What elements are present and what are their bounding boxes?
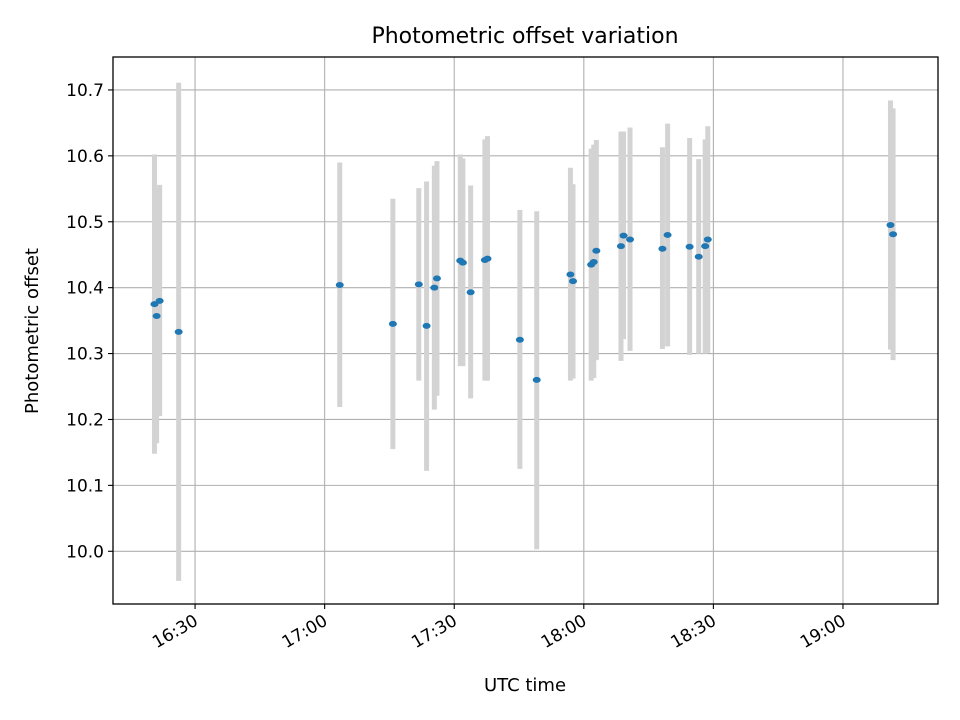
data-point bbox=[616, 243, 625, 250]
data-point bbox=[466, 289, 475, 296]
plot-frame bbox=[112, 56, 939, 605]
data-point bbox=[619, 232, 628, 239]
x-tick-label: 17:00 bbox=[279, 611, 331, 653]
data-point bbox=[694, 253, 703, 260]
y-tick-label: 10.1 bbox=[66, 476, 104, 496]
y-tick-label: 10.0 bbox=[66, 542, 104, 562]
data-point bbox=[388, 320, 397, 327]
y-tick-label: 10.4 bbox=[66, 279, 104, 299]
data-point bbox=[422, 322, 431, 329]
data-point bbox=[703, 236, 712, 243]
data-point bbox=[515, 336, 524, 343]
data-point bbox=[174, 328, 183, 335]
y-axis-label: Photometric offset bbox=[22, 248, 43, 414]
data-point bbox=[701, 243, 710, 250]
y-tick-label: 10.3 bbox=[66, 345, 104, 365]
data-point bbox=[414, 281, 423, 288]
chart-title: Photometric offset variation bbox=[371, 24, 678, 49]
data-point bbox=[592, 247, 601, 254]
data-point bbox=[566, 271, 575, 278]
data-point bbox=[889, 231, 898, 238]
x-tick-label: 18:00 bbox=[538, 611, 590, 653]
data-point bbox=[658, 245, 667, 252]
data-point bbox=[155, 297, 164, 304]
data-point bbox=[663, 231, 672, 238]
data-point bbox=[483, 255, 492, 262]
grid bbox=[113, 57, 938, 604]
data-point bbox=[430, 284, 439, 291]
x-tick-label: 19:00 bbox=[797, 611, 849, 653]
y-tick-label: 10.5 bbox=[66, 213, 104, 233]
y-tick-label: 10.2 bbox=[66, 410, 104, 430]
data-point bbox=[335, 282, 344, 289]
data-point bbox=[685, 243, 694, 250]
x-axis: 16:30 17:00 17:30 18:00 18:30 19:00 bbox=[149, 604, 849, 653]
error-bars bbox=[151, 82, 896, 581]
x-tick-label: 16:30 bbox=[149, 611, 201, 653]
x-axis-label: UTC time bbox=[484, 675, 566, 696]
data-point bbox=[589, 258, 598, 265]
data-point bbox=[152, 313, 161, 320]
data-point bbox=[532, 376, 541, 383]
data-point bbox=[569, 278, 578, 285]
data-point bbox=[626, 236, 635, 243]
x-tick-label: 17:30 bbox=[408, 611, 460, 653]
data-points bbox=[150, 222, 898, 383]
y-tick-label: 10.6 bbox=[66, 147, 104, 167]
y-axis: 10.0 10.1 10.2 10.3 10.4 10.5 10.6 10.7 bbox=[66, 81, 113, 562]
data-point bbox=[458, 259, 467, 266]
data-point bbox=[432, 275, 441, 282]
data-point bbox=[886, 222, 895, 229]
x-tick-label: 18:30 bbox=[667, 611, 719, 653]
y-tick-label: 10.7 bbox=[66, 81, 104, 101]
